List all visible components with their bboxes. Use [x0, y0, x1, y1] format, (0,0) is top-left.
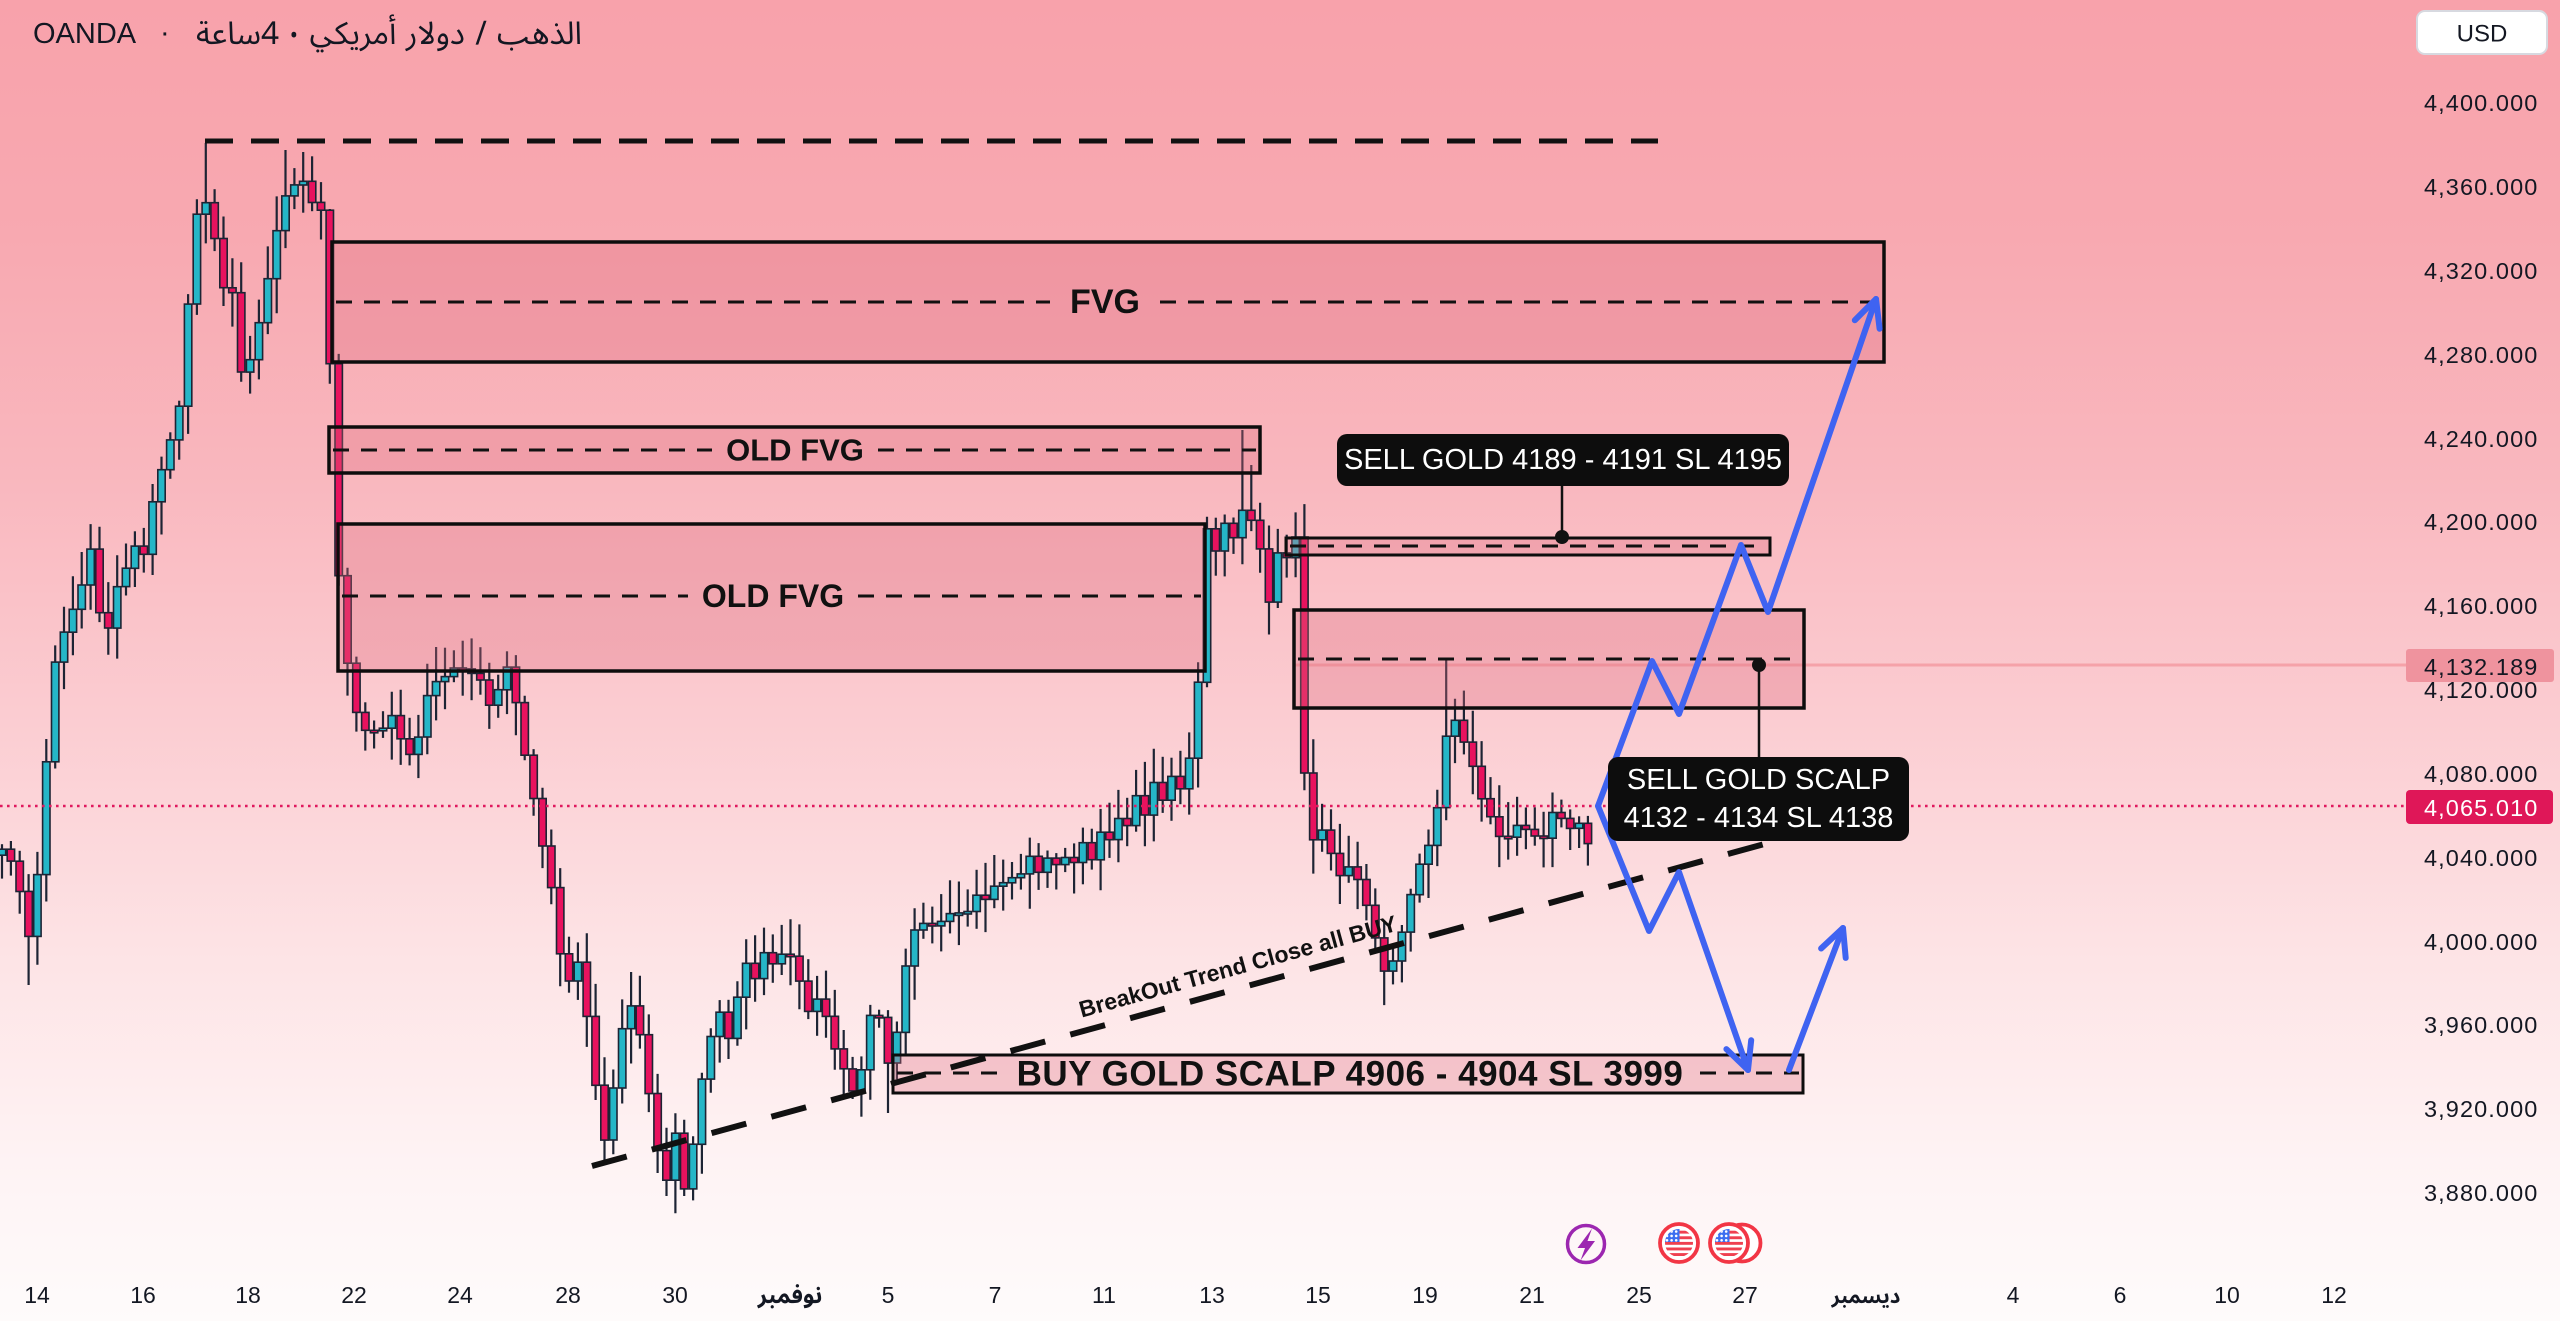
svg-text:SELL GOLD SCALP: SELL GOLD SCALP — [1627, 764, 1890, 796]
svg-text:4,360.000: 4,360.000 — [2424, 174, 2538, 200]
svg-text:22: 22 — [341, 1282, 367, 1308]
svg-text:4,200.000: 4,200.000 — [2424, 509, 2538, 535]
svg-text:14: 14 — [24, 1282, 50, 1308]
svg-text:4132 - 4134 SL 4138: 4132 - 4134 SL 4138 — [1624, 802, 1894, 834]
svg-text:USD: USD — [2457, 21, 2508, 48]
svg-text:11: 11 — [1092, 1282, 1116, 1308]
svg-text:SELL GOLD 4189 - 4191 SL 4195: SELL GOLD 4189 - 4191 SL 4195 — [1344, 444, 1782, 476]
svg-text:24: 24 — [447, 1282, 473, 1308]
svg-text:FVG: FVG — [1070, 283, 1140, 321]
svg-text:4,280.000: 4,280.000 — [2424, 342, 2538, 368]
svg-text:28: 28 — [555, 1282, 581, 1308]
svg-text:·: · — [160, 17, 170, 49]
svg-text:OLD FVG: OLD FVG — [702, 578, 844, 614]
svg-text:4,000.000: 4,000.000 — [2424, 929, 2538, 955]
svg-text:4,065.010: 4,065.010 — [2424, 795, 2538, 821]
svg-text:4,080.000: 4,080.000 — [2424, 761, 2538, 787]
svg-text:13: 13 — [1199, 1282, 1225, 1308]
svg-text:OANDA: OANDA — [33, 18, 137, 50]
svg-text:4,160.000: 4,160.000 — [2424, 593, 2538, 619]
svg-text:4,240.000: 4,240.000 — [2424, 426, 2538, 452]
svg-text:4,320.000: 4,320.000 — [2424, 258, 2538, 284]
svg-text:27: 27 — [1732, 1282, 1758, 1308]
svg-text:3,960.000: 3,960.000 — [2424, 1012, 2538, 1038]
svg-text:16: 16 — [130, 1282, 156, 1308]
svg-text:12: 12 — [2321, 1282, 2347, 1308]
svg-text:3,880.000: 3,880.000 — [2424, 1180, 2538, 1206]
svg-text:21: 21 — [1519, 1282, 1545, 1308]
svg-text:3,920.000: 3,920.000 — [2424, 1096, 2538, 1122]
svg-text:10: 10 — [2214, 1282, 2240, 1308]
svg-text:15: 15 — [1305, 1282, 1331, 1308]
svg-text:7: 7 — [989, 1282, 1002, 1308]
svg-text:5: 5 — [882, 1282, 895, 1308]
svg-text:18: 18 — [235, 1282, 261, 1308]
svg-text:30: 30 — [662, 1282, 688, 1308]
svg-text:4: 4 — [2007, 1282, 2020, 1308]
svg-text:19: 19 — [1412, 1282, 1438, 1308]
svg-text:6: 6 — [2114, 1282, 2127, 1308]
svg-text:25: 25 — [1626, 1282, 1652, 1308]
svg-text:4,400.000: 4,400.000 — [2424, 90, 2538, 116]
svg-text:OLD FVG: OLD FVG — [726, 433, 864, 468]
svg-text:BUY GOLD SCALP 4906 - 4904 SL: BUY GOLD SCALP 4906 - 4904 SL 3999 — [1017, 1055, 1684, 1094]
svg-text:4,040.000: 4,040.000 — [2424, 845, 2538, 871]
svg-text:4,132.189: 4,132.189 — [2424, 654, 2538, 680]
